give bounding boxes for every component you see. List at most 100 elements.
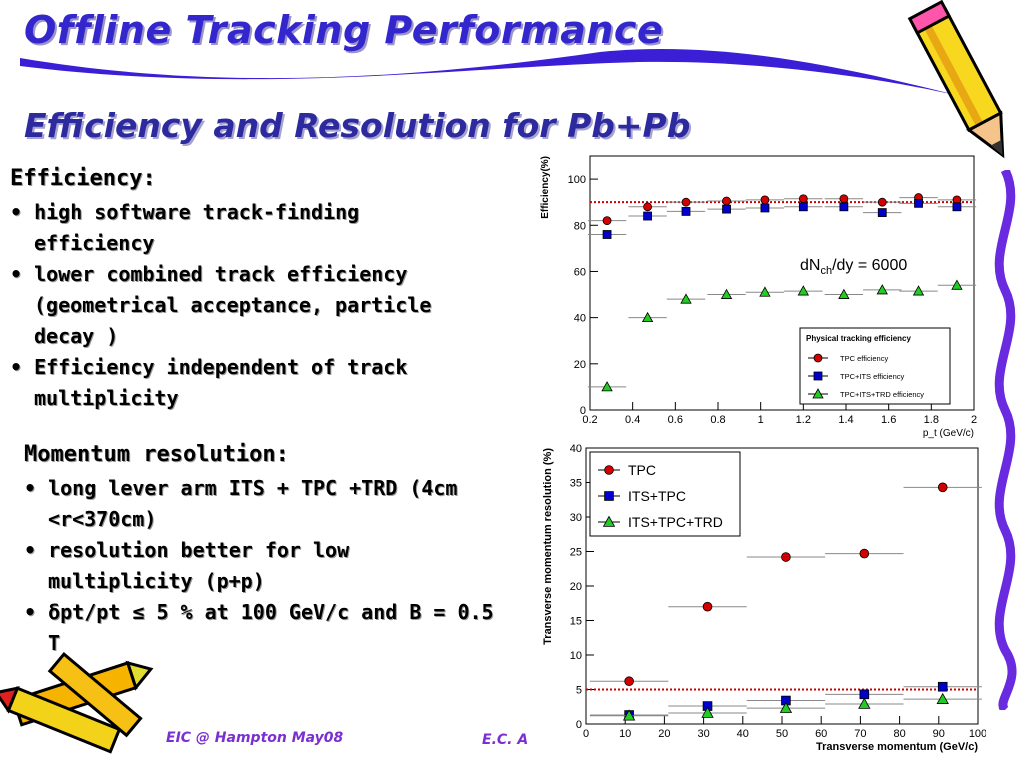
x-tick-label: 100 [969,728,986,740]
legend-marker [604,491,614,501]
legend-marker [604,465,614,475]
x-tick-label: 0.8 [710,414,725,426]
legend-title: Physical tracking efficiency [806,334,911,343]
data-point [602,230,612,239]
data-point [838,288,850,299]
x-tick-label: 30 [697,728,709,740]
y-tick-label: 60 [574,266,586,278]
footer-author: E.C. A [482,732,529,748]
momentum-bullet-list: • long lever arm ITS + TPC +TRD (4cm <r<… [24,473,494,659]
data-point [936,692,949,704]
crayons-icon [0,652,154,754]
x-tick-label: 1.8 [924,414,939,426]
y-axis-label: Transverse momentum resolution (%) [542,448,554,645]
x-tick-label: 0.4 [625,414,640,426]
x-tick-label: 0 [583,728,589,740]
title-swoosh [20,49,960,96]
y-tick-label: 25 [570,547,582,559]
efficiency-chart: 0 20 40 60 80 100 0.2 0.4 0.6 0.8 1 1.2 1.4 1.6 1.8 2 p_… [540,155,977,439]
legend-label: TPC+ITS+TRD efficiency [840,390,924,399]
y-tick-label: 15 [570,616,582,628]
data-point [760,203,770,213]
data-point [602,216,612,226]
pencil-icon [907,0,1005,159]
data-point [952,202,962,212]
data-point [722,196,731,206]
x-axis-label: p_t (GeV/c) [923,428,974,439]
squiggle-border [994,170,1017,710]
data-point [937,681,948,692]
y-tick-label: 40 [570,443,582,455]
data-point [760,195,770,205]
legend-marker [813,353,823,363]
x-tick-label: 50 [776,728,788,740]
bullet-item: • lower combined track efficiency (geome… [10,262,432,348]
data-point [702,601,713,612]
data-point [876,284,888,295]
legend-marker [813,371,823,381]
data-point [779,701,793,713]
y-tick-label: 20 [570,581,582,593]
data-point [951,279,963,290]
legend-label: ITS+TPC [628,488,686,504]
y-tick-label: 5 [576,685,582,697]
data-point [839,202,849,212]
y-tick-label: 20 [574,359,586,371]
x-tick-label: 70 [854,728,866,740]
x-tick-label: 40 [737,728,749,740]
efficiency-heading: Efficiency: [10,166,156,191]
x-tick-label: 60 [815,728,827,740]
swoosh-decoration [20,49,960,96]
legend-marker [812,388,824,399]
data-point [839,194,849,204]
data-point [681,197,691,207]
efficiency-section: Efficiency: • high software track-findin… [10,166,480,414]
data-point [759,286,771,297]
data-point [859,689,870,700]
bullet-item: • long lever arm ITS + TPC +TRD (4cm <r<… [24,476,458,531]
slide-subtitle: Efficiency and Resolution for Pb+Pb [24,106,691,145]
data-point [798,202,808,212]
footer-event: EIC @ Hampton May08 [166,730,344,746]
data-point [601,381,613,392]
data-point [643,202,652,212]
x-tick-label: 0.2 [582,414,597,426]
y-tick-label: 40 [574,313,586,325]
data-point [681,207,691,216]
data-point [720,288,733,299]
x-tick-label: 90 [933,728,945,740]
x-tick-label: 1.6 [881,414,896,426]
data-point [781,552,791,562]
data-point [641,311,654,323]
y-tick-label: 10 [570,650,582,662]
bullet-item: • resolution better for low multiplicity… [24,538,350,593]
data-point [797,285,810,296]
data-point [798,194,808,204]
x-tick-label: 80 [893,728,905,740]
y-axis-label: Efficiency(%) [540,156,551,219]
momentum-section: Momentum resolution: • long lever arm IT… [24,442,494,659]
x-tick-label: 1.2 [796,414,811,426]
data-point [722,204,731,214]
y-tick-label: 35 [570,478,582,490]
data-point [877,197,887,207]
x-tick-label: 2 [971,414,977,426]
bullet-item: • high software track-finding efficiency [10,200,360,255]
legend-label: TPC+ITS efficiency [840,372,905,381]
x-tick-label: 1.4 [838,414,853,426]
data-point [858,697,871,709]
data-point [859,548,870,559]
data-point [937,482,948,493]
data-point [643,211,652,221]
data-point [624,676,634,687]
y-tick-label: 30 [570,512,582,524]
momentum-heading: Momentum resolution: [24,442,289,467]
legend-label: TPC [628,462,656,478]
y-tick-label: 80 [574,220,586,232]
data-point [877,208,887,217]
efficiency-bullet-list: • high software track-finding efficiency… [10,197,480,414]
legend-label: ITS+TPC+TRD [628,514,723,530]
legend-label: TPC efficiency [840,354,888,363]
y-tick-label: 0 [576,719,582,731]
